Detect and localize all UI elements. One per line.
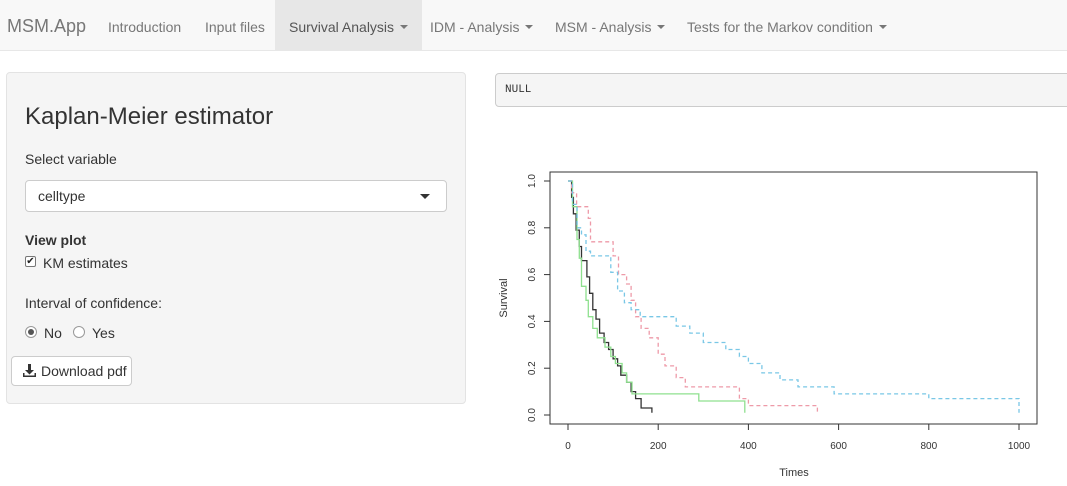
x-tick-label: 200 xyxy=(650,441,667,452)
nav-markov-tests[interactable]: Tests for the Markov condition xyxy=(687,0,887,51)
x-axis: 0 200 400 600 800 1000 xyxy=(565,423,1031,452)
x-tick-label: 800 xyxy=(920,441,937,452)
nav-markov-tests-label: Tests for the Markov condition xyxy=(687,19,873,35)
y-tick-label: 1.0 xyxy=(527,174,538,188)
x-axis-label: Times xyxy=(779,467,809,479)
download-pdf-button[interactable]: Download pdf xyxy=(11,356,132,386)
navbar: MSM.App Introduction Input files Surviva… xyxy=(0,0,1067,51)
brand[interactable]: MSM.App xyxy=(7,16,87,36)
view-plot-label: View plot xyxy=(25,232,87,248)
km-curve-3 xyxy=(568,180,819,413)
download-icon xyxy=(23,364,36,377)
panel-title: Kaplan-Meier estimator xyxy=(25,103,274,130)
output-text: NULL xyxy=(495,73,1067,107)
output-text-value: NULL xyxy=(505,84,532,96)
y-tick-label: 0.8 xyxy=(527,220,538,234)
plot-box xyxy=(549,171,1038,425)
radio-yes-label: Yes xyxy=(92,325,115,341)
nav-msm-analysis-label: MSM - Analysis xyxy=(555,19,652,35)
km-estimates-checkbox[interactable]: ✔ xyxy=(25,256,36,267)
km-curve-2 xyxy=(568,180,746,413)
nav-msm-analysis[interactable]: MSM - Analysis xyxy=(555,0,666,51)
sidebar-panel xyxy=(6,72,466,404)
plot-series xyxy=(568,180,1020,413)
nav-survival-analysis[interactable]: Survival Analysis xyxy=(275,0,423,51)
y-tick-label: 0.2 xyxy=(527,361,538,375)
x-tick-label: 0 xyxy=(565,441,571,452)
variable-select-value: celltype xyxy=(38,188,86,204)
nav-idm-analysis[interactable]: IDM - Analysis xyxy=(430,0,534,51)
nav-input-files[interactable]: Input files xyxy=(205,19,265,35)
x-tick-label: 1000 xyxy=(1008,441,1031,452)
km-estimates-label: KM estimates xyxy=(43,255,128,271)
caret-down-icon xyxy=(525,25,534,30)
y-tick-label: 0.6 xyxy=(527,267,538,281)
y-tick-label: 0.4 xyxy=(527,314,538,328)
km-curve-1 xyxy=(568,180,653,413)
nav-survival-analysis-label: Survival Analysis xyxy=(289,19,395,35)
y-axis: 0.0 0.2 0.4 0.6 0.8 1.0 xyxy=(527,174,551,422)
caret-down-icon xyxy=(400,25,409,30)
y-axis-label: Survival xyxy=(498,278,510,317)
radio-no[interactable] xyxy=(25,326,37,338)
radio-no-label: No xyxy=(44,325,62,341)
radio-yes[interactable] xyxy=(73,326,85,338)
caret-down-icon xyxy=(657,25,666,30)
nav-introduction[interactable]: Introduction xyxy=(108,19,182,35)
confidence-interval-label: Interval of confidence: xyxy=(25,295,162,311)
download-pdf-label: Download pdf xyxy=(41,363,127,379)
variable-select[interactable]: celltype xyxy=(25,180,447,212)
select-variable-label: Select variable xyxy=(25,151,117,167)
nav-idm-analysis-label: IDM - Analysis xyxy=(430,19,520,35)
x-tick-label: 400 xyxy=(740,441,757,452)
y-tick-label: 0.0 xyxy=(527,408,538,422)
dropdown-arrow-icon xyxy=(420,194,430,199)
km-plot: 0 200 400 600 800 1000 0.0 0.2 0.4 0.6 0.8 1.0 Tim… xyxy=(498,171,1038,479)
x-tick-label: 600 xyxy=(830,441,847,452)
caret-down-icon xyxy=(878,25,887,30)
km-curve-4 xyxy=(568,180,1020,413)
